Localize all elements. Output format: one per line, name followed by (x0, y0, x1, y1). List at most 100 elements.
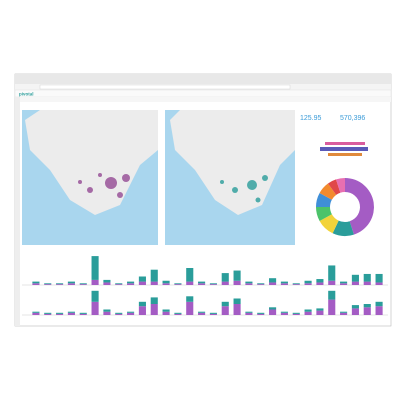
map-land (170, 110, 295, 215)
bar (245, 283, 253, 285)
map-dot (122, 174, 130, 182)
bar (245, 312, 253, 315)
bar (269, 278, 277, 283)
bar (138, 281, 146, 285)
bar (44, 312, 52, 314)
bar (304, 280, 312, 284)
bar (91, 290, 99, 302)
bar (115, 283, 123, 285)
map-dot (247, 180, 257, 190)
bar (67, 311, 75, 313)
bar (363, 273, 371, 282)
bar (67, 283, 75, 285)
word-cloud (320, 142, 368, 156)
bar (375, 301, 383, 307)
bar (174, 283, 182, 285)
bar (91, 256, 99, 280)
logo: pivotal (19, 92, 34, 97)
bar (91, 279, 99, 285)
app-header (14, 89, 392, 98)
bar (316, 282, 324, 285)
bar (221, 281, 229, 285)
donut-slice (332, 220, 354, 236)
word (320, 147, 368, 151)
bar (340, 311, 348, 313)
bar (198, 311, 206, 313)
bar (103, 309, 111, 312)
map-dot (232, 187, 238, 193)
bar (233, 304, 241, 315)
bar (280, 283, 288, 285)
bar (198, 281, 206, 284)
map-right (165, 110, 295, 245)
bar (245, 281, 253, 284)
bar (150, 281, 158, 285)
bar (79, 283, 87, 285)
bar (162, 311, 170, 315)
bar (328, 280, 336, 285)
bar (269, 282, 277, 285)
bar (91, 301, 99, 315)
bar (221, 306, 229, 315)
bar (174, 284, 182, 285)
bar (328, 290, 336, 300)
kpi-value: 125.95 (300, 115, 322, 122)
bar (127, 311, 135, 313)
kpi-value: 570,396 (340, 115, 365, 122)
bar (44, 313, 52, 315)
map-dot (117, 192, 123, 198)
toolbar (20, 97, 391, 102)
tab-bar (15, 74, 391, 84)
bar (304, 283, 312, 285)
bar (67, 312, 75, 315)
bar (138, 276, 146, 282)
bar (351, 305, 359, 309)
bar (79, 284, 87, 285)
bar (115, 284, 123, 285)
url-field[interactable] (39, 84, 291, 90)
bar (186, 268, 194, 282)
map-dot (262, 175, 268, 181)
bar (186, 301, 194, 315)
bar (198, 312, 206, 315)
bar (32, 283, 40, 285)
bar (67, 281, 75, 284)
bar (375, 273, 383, 283)
bar (174, 313, 182, 315)
bar (257, 284, 265, 285)
bar (351, 308, 359, 315)
bar (138, 301, 146, 307)
bar (292, 284, 300, 285)
bar (375, 282, 383, 285)
donut-slice (319, 214, 339, 234)
map-dot (78, 180, 82, 184)
bar (174, 312, 182, 314)
bar (340, 312, 348, 315)
bar (233, 298, 241, 304)
bar (209, 313, 217, 315)
bar (209, 284, 217, 285)
map-land (25, 110, 158, 215)
bar (221, 273, 229, 282)
bar (340, 281, 348, 284)
bar (245, 311, 253, 313)
bar (44, 284, 52, 285)
bar (257, 283, 265, 285)
bar (115, 313, 123, 315)
bar (209, 283, 217, 285)
bar (316, 310, 324, 315)
donut-slice (345, 178, 374, 235)
word (325, 142, 365, 145)
bar (328, 265, 336, 281)
bar (269, 307, 277, 310)
bar (280, 312, 288, 315)
bar (221, 301, 229, 307)
bar (375, 306, 383, 315)
bar (316, 279, 324, 283)
bar (56, 284, 64, 285)
bar (351, 274, 359, 282)
bar (127, 283, 135, 285)
bar (198, 283, 206, 285)
bar (186, 281, 194, 285)
